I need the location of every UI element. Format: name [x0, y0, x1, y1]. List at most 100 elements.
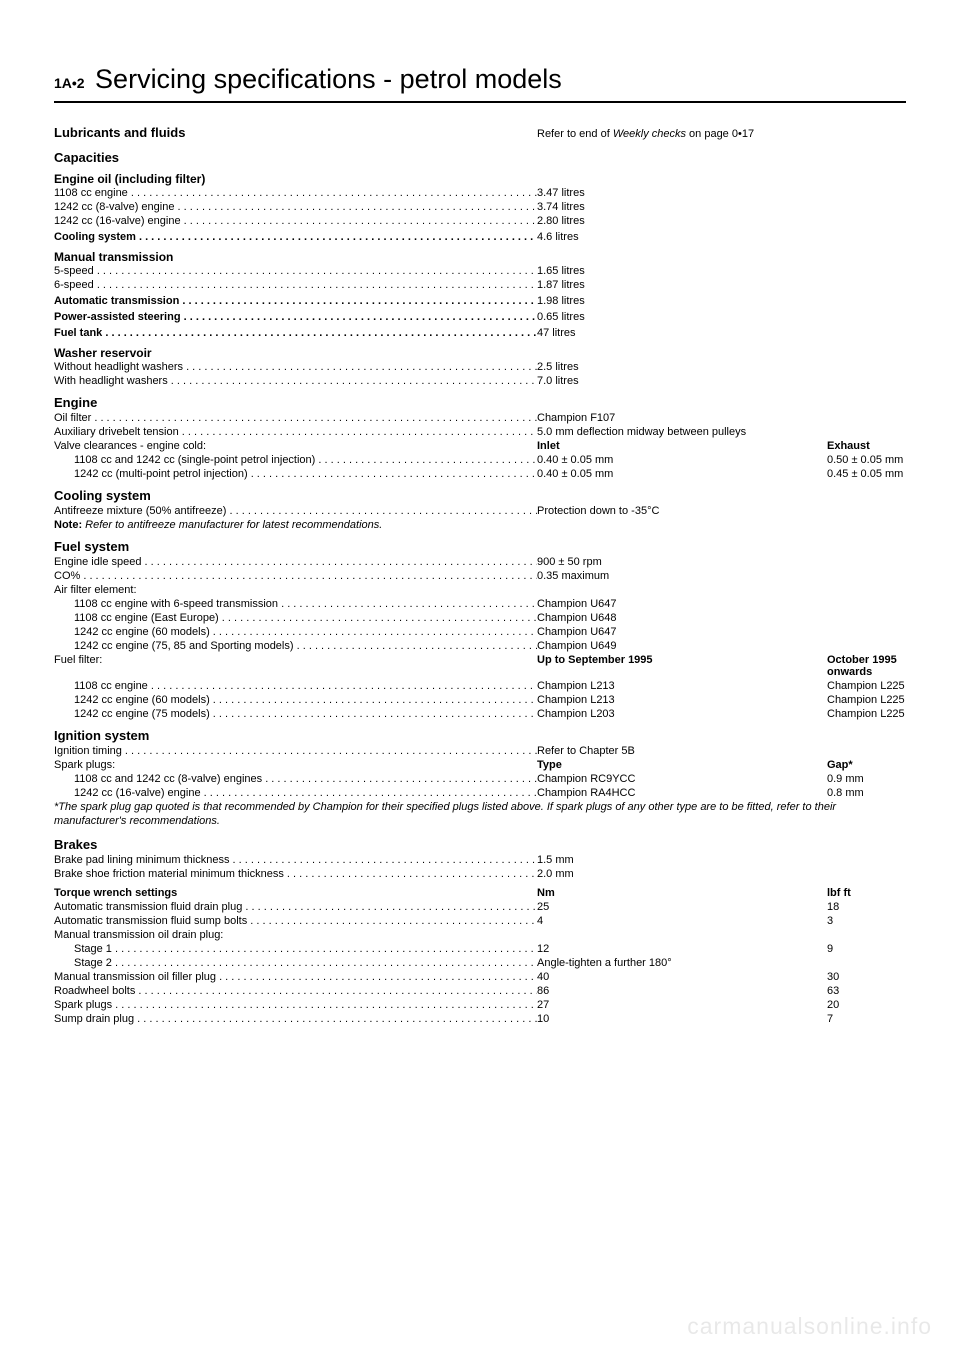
page-title: Servicing specifications - petrol models — [95, 64, 562, 94]
row: Cooling system4.6 litres — [54, 231, 906, 243]
value: Champion U647 — [537, 626, 827, 638]
label: 1242 cc engine (75, 85 and Sporting mode… — [54, 640, 537, 652]
label: Automatic transmission fluid sump bolts — [54, 915, 537, 927]
value: 7 — [827, 1013, 906, 1025]
value: 1.87 litres — [537, 279, 827, 291]
row: 1242 cc engine (75 models)Champion L203C… — [54, 708, 906, 720]
label: Brake pad lining minimum thickness — [54, 854, 537, 866]
page-header: 1A•2 Servicing specifications - petrol m… — [54, 64, 906, 103]
value: 0.45 ± 0.05 mm — [827, 468, 906, 480]
row: Brake pad lining minimum thickness1.5 mm — [54, 854, 906, 866]
label: Cooling system — [54, 231, 537, 243]
label: CO% — [54, 570, 537, 582]
capacities-heading: Capacities — [54, 150, 906, 165]
value: 3 — [827, 915, 906, 927]
label: 1108 cc engine with 6-speed transmission — [54, 598, 537, 610]
value: 0.40 ± 0.05 mm — [537, 454, 827, 466]
value: 0.50 ± 0.05 mm — [827, 454, 906, 466]
manual-trans-heading: Manual transmission — [54, 250, 906, 264]
label: Automatic transmission fluid drain plug — [54, 901, 537, 913]
value: Angle-tighten a further 180° — [537, 957, 827, 969]
row: Sump drain plug107 — [54, 1013, 906, 1025]
row: 1108 cc and 1242 cc (single-point petrol… — [54, 454, 906, 466]
row: Automatic transmission fluid sump bolts4… — [54, 915, 906, 927]
col-head: lbf ft — [827, 887, 906, 899]
cooling-note: Note: Refer to antifreeze manufacturer f… — [54, 519, 906, 531]
washer-heading: Washer reservoir — [54, 346, 906, 360]
row: 1108 cc engine (East Europe)Champion U64… — [54, 612, 906, 624]
row: Stage 1129 — [54, 943, 906, 955]
value: Champion U648 — [537, 612, 827, 624]
label: Manual transmission oil drain plug: — [54, 929, 537, 941]
value: Champion RC9YCC — [537, 773, 827, 785]
label: 1108 cc engine — [54, 187, 537, 199]
ignition-footnote: *The spark plug gap quoted is that recom… — [54, 801, 906, 829]
value: 5.0 mm deflection midway between pulleys — [537, 426, 827, 438]
row: 1242 cc engine (60 models)Champion L213C… — [54, 694, 906, 706]
label: 1242 cc engine (75 models) — [54, 708, 537, 720]
cooling-heading: Cooling system — [54, 488, 906, 503]
label: 1108 cc and 1242 cc (single-point petrol… — [54, 454, 537, 466]
label: Oil filter — [54, 412, 537, 424]
value: 2.0 mm — [537, 868, 827, 880]
label: Manual transmission oil filler plug — [54, 971, 537, 983]
value: 0.65 litres — [537, 311, 827, 323]
row: Engine idle speed900 ± 50 rpm — [54, 556, 906, 568]
row: Auxiliary drivebelt tension5.0 mm deflec… — [54, 426, 906, 438]
row: 1242 cc engine (75, 85 and Sporting mode… — [54, 640, 906, 652]
row: Spark plugs2720 — [54, 999, 906, 1011]
value: 7.0 litres — [537, 375, 827, 387]
value: 0.40 ± 0.05 mm — [537, 468, 827, 480]
row: 1108 cc engine with 6-speed transmission… — [54, 598, 906, 610]
row: Spark plugs:TypeGap* — [54, 759, 906, 771]
value: Champion U649 — [537, 640, 827, 652]
col-head: October 1995 onwards — [827, 654, 906, 678]
page-ref: 1A•2 — [54, 75, 85, 91]
label: 5-speed — [54, 265, 537, 277]
page: 1A•2 Servicing specifications - petrol m… — [0, 0, 960, 1067]
col-head: Inlet — [537, 440, 827, 452]
label: Power-assisted steering — [54, 311, 537, 323]
value: Champion L213 — [537, 680, 827, 692]
value: 900 ± 50 rpm — [537, 556, 827, 568]
value: 0.35 maximum — [537, 570, 827, 582]
value: 40 — [537, 971, 827, 983]
value: Champion F107 — [537, 412, 827, 424]
row: 1242 cc engine (60 models)Champion U647 — [54, 626, 906, 638]
value: 0.8 mm — [827, 787, 906, 799]
label: 1242 cc (16-valve) engine — [54, 787, 537, 799]
value: 25 — [537, 901, 827, 913]
label: 1108 cc engine (East Europe) — [54, 612, 537, 624]
col-head: Type — [537, 759, 827, 771]
value: 1.65 litres — [537, 265, 827, 277]
label: 1242 cc (16-valve) engine — [54, 215, 537, 227]
row: 1242 cc (16-valve) engineChampion RA4HCC… — [54, 787, 906, 799]
value: Champion L225 — [827, 708, 906, 720]
label: Auxiliary drivebelt tension — [54, 426, 537, 438]
value: 47 litres — [537, 327, 827, 339]
value: 3.47 litres — [537, 187, 827, 199]
value: 4.6 litres — [537, 231, 827, 243]
label: Engine idle speed — [54, 556, 537, 568]
label: Spark plugs — [54, 999, 537, 1011]
label: 1108 cc and 1242 cc (8-valve) engines — [54, 773, 537, 785]
row: CO%0.35 maximum — [54, 570, 906, 582]
row: Fuel tank47 litres — [54, 327, 906, 339]
row: 1242 cc (8-valve) engine3.74 litres — [54, 201, 906, 213]
row: Automatic transmission fluid drain plug2… — [54, 901, 906, 913]
col-head: Up to September 1995 — [537, 654, 827, 678]
value: 18 — [827, 901, 906, 913]
row: Oil filterChampion F107 — [54, 412, 906, 424]
row: Ignition timingRefer to Chapter 5B — [54, 745, 906, 757]
value: 4 — [537, 915, 827, 927]
label: Brake shoe friction material minimum thi… — [54, 868, 537, 880]
row: Automatic transmission1.98 litres — [54, 295, 906, 307]
value: Champion L225 — [827, 680, 906, 692]
value: Champion RA4HCC — [537, 787, 827, 799]
value: Champion L213 — [537, 694, 827, 706]
row: Stage 2Angle-tighten a further 180° — [54, 957, 906, 969]
label: 1242 cc (8-valve) engine — [54, 201, 537, 213]
row: Brake shoe friction material minimum thi… — [54, 868, 906, 880]
label: 1108 cc engine — [54, 680, 537, 692]
value: Champion L225 — [827, 694, 906, 706]
